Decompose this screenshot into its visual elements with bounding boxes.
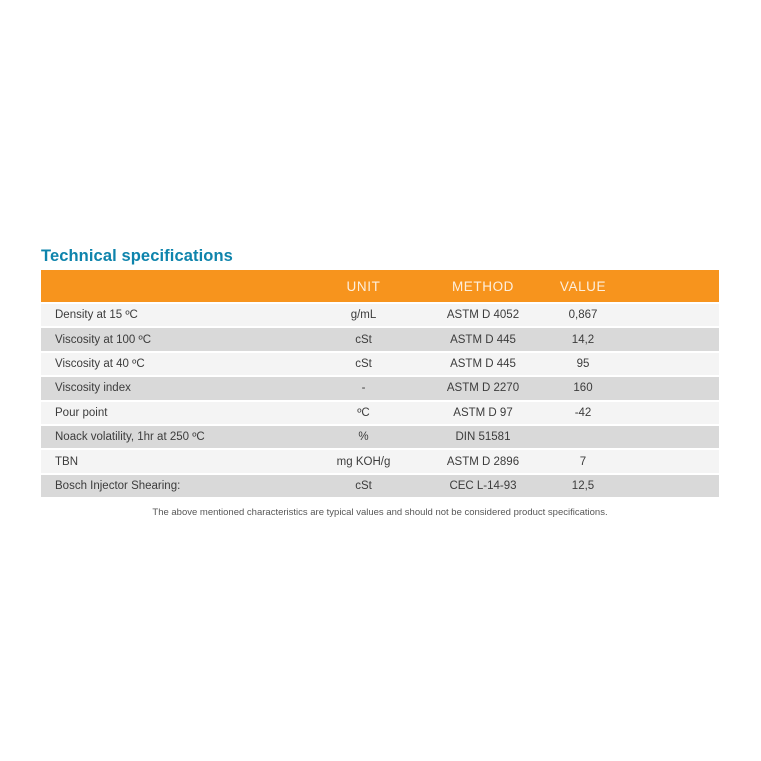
property-cell: Pour point <box>55 406 108 419</box>
table-row: Noack volatility, 1hr at 250 ºC % DIN 51… <box>41 425 719 451</box>
unit-cell: - <box>361 382 366 395</box>
page-title: Technical specifications <box>41 247 233 265</box>
method-cell: CEC L-14-93 <box>449 479 517 492</box>
unit-cell: cSt <box>355 357 372 370</box>
property-cell: TBN <box>55 455 78 468</box>
table-row: Viscosity at 40 ºC cSt ASTM D 445 95 <box>41 352 719 378</box>
table-row: TBN mg KOH/g ASTM D 2896 7 <box>41 450 719 475</box>
value-cell: 0,867 <box>568 309 598 322</box>
value-cell: 95 <box>576 357 590 370</box>
table-row: Density at 15 ºC g/mL ASTM D 4052 0,867 <box>41 304 719 329</box>
table-row: Viscosity index - ASTM D 2270 160 <box>41 377 719 402</box>
property-cell: Viscosity index <box>55 382 131 395</box>
property-cell: Bosch Injector Shearing: <box>55 479 181 492</box>
method-cell: ASTM D 4052 <box>446 309 520 322</box>
table-header-row: UNIT METHOD VALUE <box>41 270 719 302</box>
column-header-unit: UNIT <box>346 278 381 294</box>
method-cell: ASTM D 445 <box>450 333 516 346</box>
unit-cell: g/mL <box>350 309 377 322</box>
method-cell: ASTM D 2270 <box>446 382 520 395</box>
unit-cell: ºC <box>357 406 370 419</box>
value-cell: 7 <box>579 455 587 468</box>
unit-cell: % <box>358 431 369 444</box>
table-row: Bosch Injector Shearing: cSt CEC L-14-93… <box>41 474 719 500</box>
unit-cell: cSt <box>355 479 372 492</box>
table-row: Pour point ºC ASTM D 97 -42 <box>41 401 719 426</box>
unit-cell: cSt <box>355 333 372 346</box>
table-body: Density at 15 ºC g/mL ASTM D 4052 0,867 … <box>41 304 719 500</box>
unit-cell: mg KOH/g <box>336 455 391 468</box>
disclaimer-note: The above mentioned characteristics are … <box>152 507 608 519</box>
method-cell: ASTM D 97 <box>453 406 513 419</box>
document-page: Technical specifications UNIT METHOD VAL… <box>41 246 719 518</box>
column-header-value: VALUE <box>559 278 607 294</box>
method-cell: ASTM D 2896 <box>446 455 520 468</box>
property-cell: Density at 15 ºC <box>55 309 138 322</box>
specifications-table: UNIT METHOD VALUE Density at 15 ºC g/mL … <box>41 270 719 500</box>
method-cell: ASTM D 445 <box>450 357 516 370</box>
table-row: Viscosity at 100 ºC cSt ASTM D 445 14,2 <box>41 328 719 353</box>
column-header-method: METHOD <box>451 278 515 294</box>
property-cell: Viscosity at 40 ºC <box>55 357 145 370</box>
value-cell: 12,5 <box>571 479 595 492</box>
value-cell: 160 <box>573 382 593 395</box>
value-cell: -42 <box>574 406 592 419</box>
property-cell: Viscosity at 100 ºC <box>55 333 152 346</box>
method-cell: DIN 51581 <box>455 431 511 444</box>
value-cell: 14,2 <box>571 333 595 346</box>
property-cell: Noack volatility, 1hr at 250 ºC <box>55 431 205 444</box>
